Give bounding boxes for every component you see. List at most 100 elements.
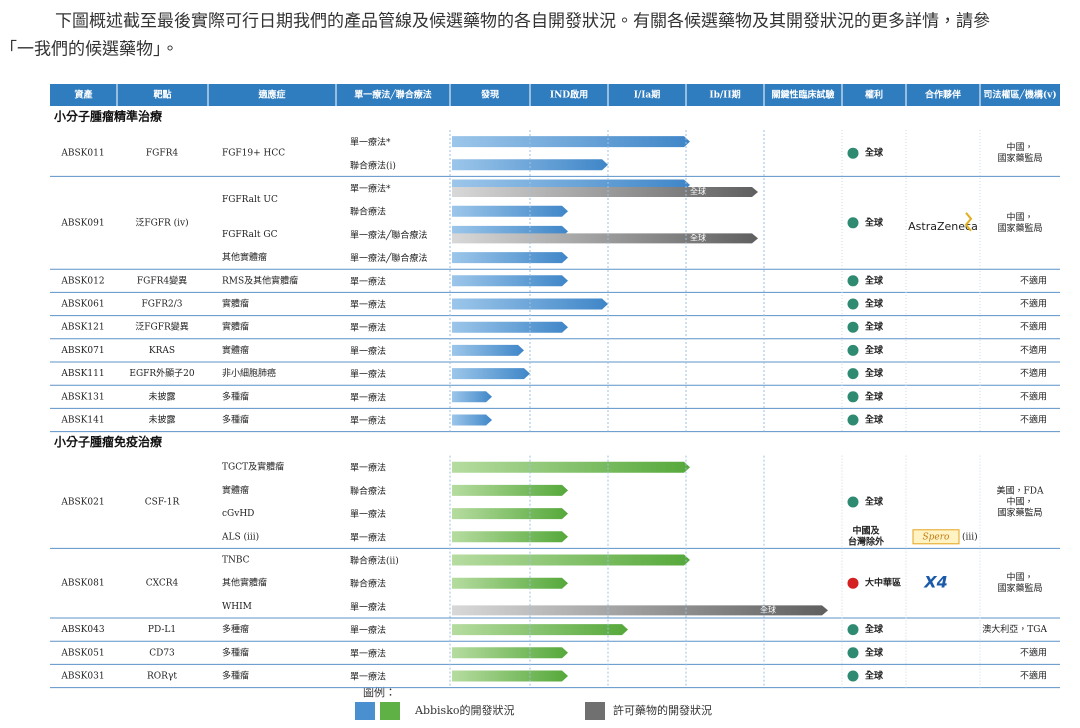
legend-label: Abbisko的開發狀況 xyxy=(414,703,514,717)
jurisdiction: 不適用 xyxy=(1020,670,1047,682)
target-name: 泛FGFR變異 xyxy=(135,321,188,333)
indication: 實體瘤 xyxy=(222,321,249,333)
header-label: 靶點 xyxy=(153,89,171,101)
progress-bar xyxy=(452,159,608,171)
indication: TNBC xyxy=(222,556,250,566)
therapy: 聯合療法 xyxy=(350,485,386,497)
progress-bar xyxy=(452,508,568,520)
indication: FGFRalt UC xyxy=(222,195,278,205)
rights-label: 全球 xyxy=(864,646,884,658)
jurisdiction: 國家藥監局 xyxy=(997,222,1042,234)
asset-name: ABSK061 xyxy=(60,300,104,310)
indication: 其他實體瘤 xyxy=(222,251,267,263)
asset-name: ABSK131 xyxy=(60,392,104,402)
asset-name: ABSK011 xyxy=(60,149,104,159)
rights-icon xyxy=(847,217,859,229)
indication: RMS及其他實體瘤 xyxy=(222,274,298,286)
target-name: FGFR4變異 xyxy=(137,274,187,286)
legend-swatch xyxy=(355,702,375,720)
header-label: Ib/II期 xyxy=(709,89,740,101)
licensed-bar xyxy=(452,605,828,616)
therapy: 單一療法 xyxy=(350,508,386,520)
therapy: 單一療法* xyxy=(350,183,391,195)
partner-name: AstraZeneca xyxy=(908,220,978,233)
header-bar xyxy=(50,84,1060,106)
therapy: 單一療法 xyxy=(350,671,386,683)
jurisdiction: 中國， xyxy=(1006,496,1033,508)
jurisdiction: 中國， xyxy=(1006,211,1033,223)
rights-icon xyxy=(847,298,859,310)
section-title: 小分子腫瘤精準治療 xyxy=(54,109,162,124)
asset-name: ABSK141 xyxy=(60,416,104,426)
target-name: 未披露 xyxy=(148,390,175,402)
header-label: 單一療法╱聯合療法 xyxy=(354,89,431,101)
progress-bar xyxy=(452,275,568,287)
therapy: 單一療法 xyxy=(350,531,386,543)
therapy: 單一療法 xyxy=(350,299,386,311)
rights-label: 全球 xyxy=(864,390,884,402)
header-label: 發現 xyxy=(480,89,499,101)
indication: 多種瘤 xyxy=(222,670,249,682)
target-name: FGFR2/3 xyxy=(142,300,183,310)
rights-label: 全球 xyxy=(864,321,884,333)
indication: FGF19+ HCC xyxy=(222,149,285,159)
jurisdiction: 國家藥監局 xyxy=(997,582,1042,594)
indication: 非小細胞肺癌 xyxy=(222,367,276,379)
jurisdiction: 國家藥監局 xyxy=(997,152,1042,164)
rights-icon xyxy=(847,147,859,159)
rights-label: 中國及 xyxy=(852,524,880,536)
target-name: EGFR外顯子20 xyxy=(129,367,195,379)
therapy: 單一療法 xyxy=(350,275,386,287)
indication: 實體瘤 xyxy=(222,298,249,310)
rights-label: 全球 xyxy=(864,414,884,426)
asset-name: ABSK091 xyxy=(60,218,104,228)
therapy: 單一療法 xyxy=(350,322,386,334)
rights-icon xyxy=(847,577,859,589)
target-name: 未披露 xyxy=(148,414,175,426)
therapy: 單一療法 xyxy=(350,368,386,380)
licensed-label: 全球 xyxy=(760,604,776,614)
rights-icon xyxy=(847,321,859,333)
progress-bar xyxy=(452,670,568,682)
indication: 實體瘤 xyxy=(222,344,249,356)
rights-label: 全球 xyxy=(864,496,884,508)
rights-label: 全球 xyxy=(864,274,884,286)
partner-name: Spero xyxy=(923,532,951,542)
target-name: FGFR4 xyxy=(146,149,178,159)
target-name: 泛FGFR (iv) xyxy=(135,217,188,228)
therapy: 單一療法╱聯合療法 xyxy=(350,252,427,264)
legend-swatch xyxy=(585,702,605,720)
header-label: 司法權區╱機構(v) xyxy=(983,89,1056,101)
jurisdiction: 美國，FDA xyxy=(997,485,1044,497)
jurisdiction: 澳大利亞，TGA xyxy=(982,623,1047,635)
licensed-label: 全球 xyxy=(690,186,706,196)
rights-icon xyxy=(847,647,859,659)
progress-bar xyxy=(452,205,568,217)
therapy: 單一療法* xyxy=(350,136,391,148)
indication: WHIM xyxy=(222,602,252,612)
asset-name: ABSK071 xyxy=(60,346,104,356)
jurisdiction: 不適用 xyxy=(1020,321,1047,333)
progress-bar xyxy=(452,461,690,473)
therapy: 單一療法 xyxy=(350,601,386,613)
rights-icon xyxy=(847,391,859,403)
progress-bar xyxy=(452,252,568,264)
jurisdiction: 中國， xyxy=(1006,141,1033,153)
jurisdiction: 不適用 xyxy=(1020,344,1047,356)
header-label: I/Ia期 xyxy=(634,89,661,101)
partner-name: X4 xyxy=(923,573,947,592)
rights-label: 大中華區 xyxy=(865,577,901,589)
target-name: KRAS xyxy=(149,346,175,356)
partner-logo xyxy=(912,529,960,545)
header-label: 合作夥伴 xyxy=(925,89,961,101)
indication: 實體瘤 xyxy=(222,484,249,496)
rights-icon xyxy=(847,275,859,287)
jurisdiction: 不適用 xyxy=(1020,274,1047,286)
jurisdiction: 中國， xyxy=(1006,571,1033,583)
progress-bar xyxy=(452,624,628,636)
jurisdiction: 不適用 xyxy=(1020,646,1047,658)
rights-label: 全球 xyxy=(864,216,884,228)
rights-icon xyxy=(847,670,859,682)
rights-icon xyxy=(847,344,859,356)
